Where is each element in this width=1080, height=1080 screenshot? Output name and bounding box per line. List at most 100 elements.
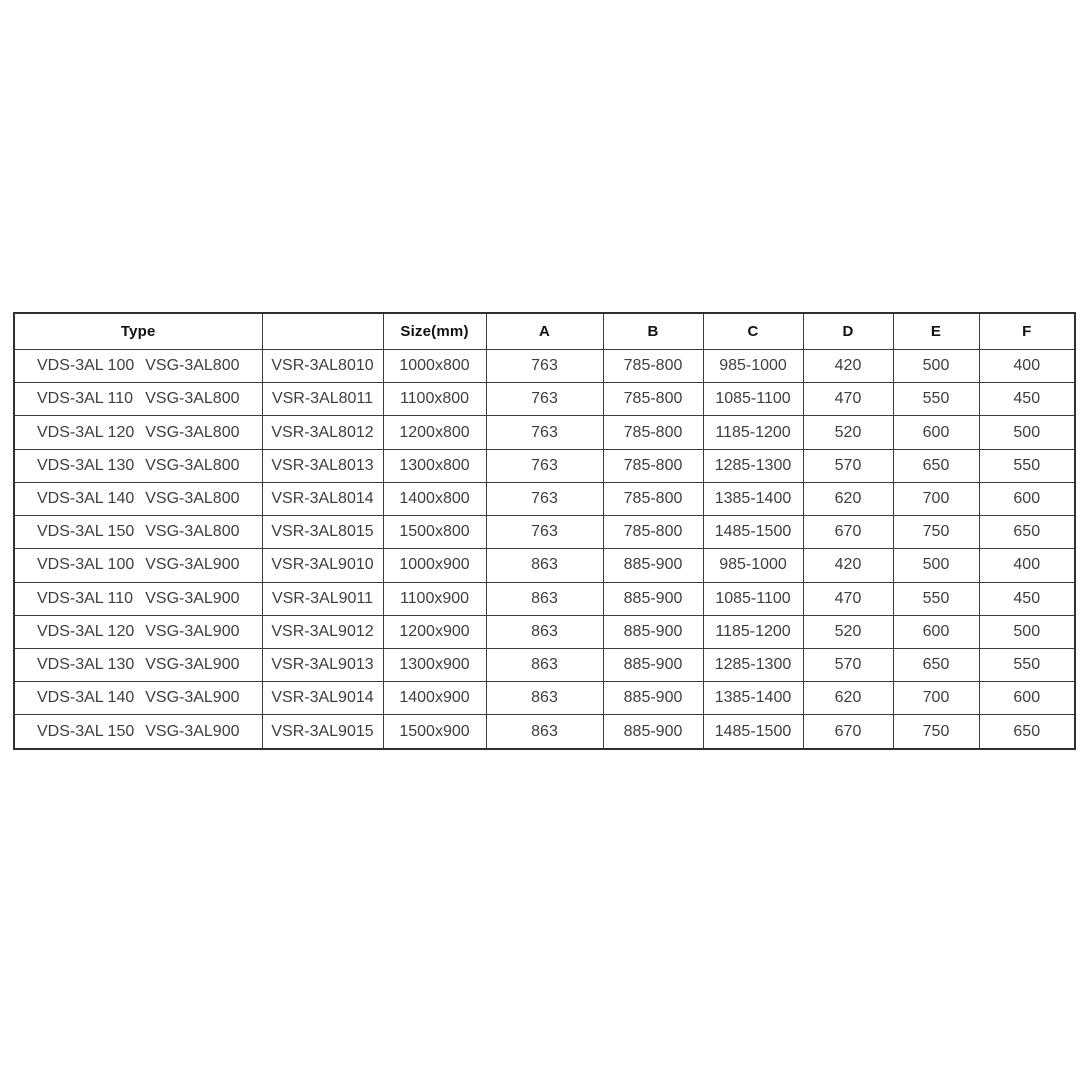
size-cell: 1300x900 — [382, 647, 487, 683]
col-e-cell: 550 — [892, 581, 980, 616]
type-cell-inner: VDS-3AL 110 VSG-3AL900 — [15, 589, 261, 608]
type-vds-label: VDS-3AL 110 — [37, 390, 134, 408]
col-b-cell: 885-900 — [602, 714, 704, 750]
col-header-b: B — [602, 312, 704, 350]
table-row: VDS-3AL 100 VSG-3AL800 VSR-3AL8010 1000x800… — [13, 348, 1076, 384]
col-f-cell: 650 — [978, 714, 1076, 750]
table-row: VDS-3AL 140 VSG-3AL900 VSR-3AL9014 1400x900… — [13, 681, 1076, 716]
col-f-cell: 550 — [978, 448, 1076, 483]
header-row: Type Size(mm) A B C D E F — [13, 312, 1076, 350]
col-d-cell: 670 — [802, 714, 894, 750]
type-vds-label: VDS-3AL 100 — [37, 357, 135, 375]
type-cell-inner: VDS-3AL 150 VSG-3AL900 — [15, 722, 261, 741]
col-e-cell: 750 — [892, 714, 980, 750]
col-c-cell: 1185-1200 — [702, 415, 804, 450]
col-e-cell: 650 — [892, 448, 980, 483]
type-vds-label: VDS-3AL 120 — [37, 622, 135, 640]
type-cell: VDS-3AL 120 VSG-3AL900 — [13, 614, 263, 649]
type-cell-inner: VDS-3AL 140 VSG-3AL900 — [15, 689, 261, 707]
table-row: VDS-3AL 130 VSG-3AL900 VSR-3AL9013 1300x900… — [13, 647, 1076, 683]
type-cell-inner: VDS-3AL 110 VSG-3AL800 — [15, 390, 261, 408]
col-a-cell: 763 — [485, 515, 604, 550]
size-cell: 1400x800 — [382, 481, 487, 517]
col-header-d: D — [802, 312, 894, 350]
col-b-cell: 885-900 — [602, 647, 704, 683]
type-vsg-label: VSG-3AL800 — [145, 489, 240, 507]
model-cell: VSR-3AL9014 — [261, 681, 384, 716]
col-header-f: F — [978, 312, 1076, 350]
table-row: VDS-3AL 120 VSG-3AL800 VSR-3AL8012 1200x800… — [13, 415, 1076, 450]
col-d-cell: 470 — [802, 581, 894, 616]
col-header-c: C — [702, 312, 804, 350]
col-c-cell: 985-1000 — [702, 548, 804, 583]
type-cell: VDS-3AL 100 VSG-3AL900 — [13, 548, 263, 583]
col-b-cell: 785-800 — [602, 415, 704, 450]
type-vsg-label: VSG-3AL800 — [145, 456, 240, 474]
col-c-cell: 1085-1100 — [702, 382, 804, 417]
col-d-cell: 670 — [802, 515, 894, 550]
col-b-cell: 885-900 — [602, 681, 704, 716]
type-vsg-label: VSG-3AL800 — [145, 357, 240, 375]
type-vsg-label: VSG-3AL900 — [145, 656, 240, 674]
type-vds-label: VDS-3AL 150 — [37, 523, 135, 541]
type-vsg-label: VSG-3AL800 — [145, 390, 240, 408]
col-c-cell: 985-1000 — [702, 348, 804, 384]
size-cell: 1200x800 — [382, 415, 487, 450]
col-d-cell: 420 — [802, 348, 894, 384]
col-header-type: Type — [13, 312, 263, 350]
type-cell: VDS-3AL 110 VSG-3AL800 — [13, 382, 263, 417]
col-e-cell: 700 — [892, 681, 980, 716]
col-d-cell: 470 — [802, 382, 894, 417]
table-row: VDS-3AL 110 VSG-3AL900 VSR-3AL9011 1100x900… — [13, 581, 1076, 616]
table-row: VDS-3AL 120 VSG-3AL900 VSR-3AL9012 1200x900… — [13, 614, 1076, 649]
col-b-cell: 885-900 — [602, 581, 704, 616]
col-f-cell: 500 — [978, 415, 1076, 450]
type-vds-label: VDS-3AL 130 — [37, 456, 135, 474]
col-a-cell: 763 — [485, 382, 604, 417]
col-c-cell: 1385-1400 — [702, 681, 804, 716]
type-vsg-label: VSG-3AL900 — [145, 556, 240, 574]
type-vds-label: VDS-3AL 110 — [37, 589, 134, 607]
type-cell: VDS-3AL 130 VSG-3AL800 — [13, 448, 263, 483]
type-vds-label: VDS-3AL 150 — [37, 722, 135, 740]
type-cell-inner: VDS-3AL 120 VSG-3AL900 — [15, 622, 261, 641]
model-cell: VSR-3AL8012 — [261, 415, 384, 450]
type-cell: VDS-3AL 120 VSG-3AL800 — [13, 415, 263, 450]
table-header-row: Type Size(mm) A B C D E F — [13, 312, 1076, 350]
col-f-cell: 500 — [978, 614, 1076, 649]
col-b-cell: 785-800 — [602, 348, 704, 384]
model-cell: VSR-3AL9012 — [261, 614, 384, 649]
col-d-cell: 570 — [802, 647, 894, 683]
col-e-cell: 500 — [892, 548, 980, 583]
size-cell: 1500x900 — [382, 714, 487, 750]
model-cell: VSR-3AL9011 — [261, 581, 384, 616]
model-cell: VSR-3AL8011 — [261, 382, 384, 417]
model-cell: VSR-3AL8013 — [261, 448, 384, 483]
col-e-cell: 600 — [892, 614, 980, 649]
size-cell: 1100x800 — [382, 382, 487, 417]
type-cell-inner: VDS-3AL 140 VSG-3AL800 — [15, 489, 261, 508]
type-cell: VDS-3AL 140 VSG-3AL800 — [13, 481, 263, 517]
col-a-cell: 863 — [485, 714, 604, 750]
type-vds-label: VDS-3AL 100 — [37, 556, 135, 574]
table-row: VDS-3AL 150 VSG-3AL800 VSR-3AL8015 1500x800… — [13, 515, 1076, 550]
col-f-cell: 600 — [978, 681, 1076, 716]
col-c-cell: 1285-1300 — [702, 448, 804, 483]
col-a-cell: 863 — [485, 548, 604, 583]
col-e-cell: 600 — [892, 415, 980, 450]
col-e-cell: 700 — [892, 481, 980, 517]
type-cell-inner: VDS-3AL 130 VSG-3AL900 — [15, 656, 261, 674]
col-b-cell: 785-800 — [602, 481, 704, 517]
col-c-cell: 1485-1500 — [702, 515, 804, 550]
size-cell: 1100x900 — [382, 581, 487, 616]
col-a-cell: 763 — [485, 415, 604, 450]
col-f-cell: 400 — [978, 348, 1076, 384]
type-cell: VDS-3AL 140 VSG-3AL900 — [13, 681, 263, 716]
size-cell: 1000x800 — [382, 348, 487, 384]
type-vds-label: VDS-3AL 140 — [37, 689, 135, 707]
col-a-cell: 863 — [485, 681, 604, 716]
col-f-cell: 450 — [978, 382, 1076, 417]
table-row: VDS-3AL 140 VSG-3AL800 VSR-3AL8014 1400x800… — [13, 481, 1076, 517]
col-b-cell: 785-800 — [602, 382, 704, 417]
